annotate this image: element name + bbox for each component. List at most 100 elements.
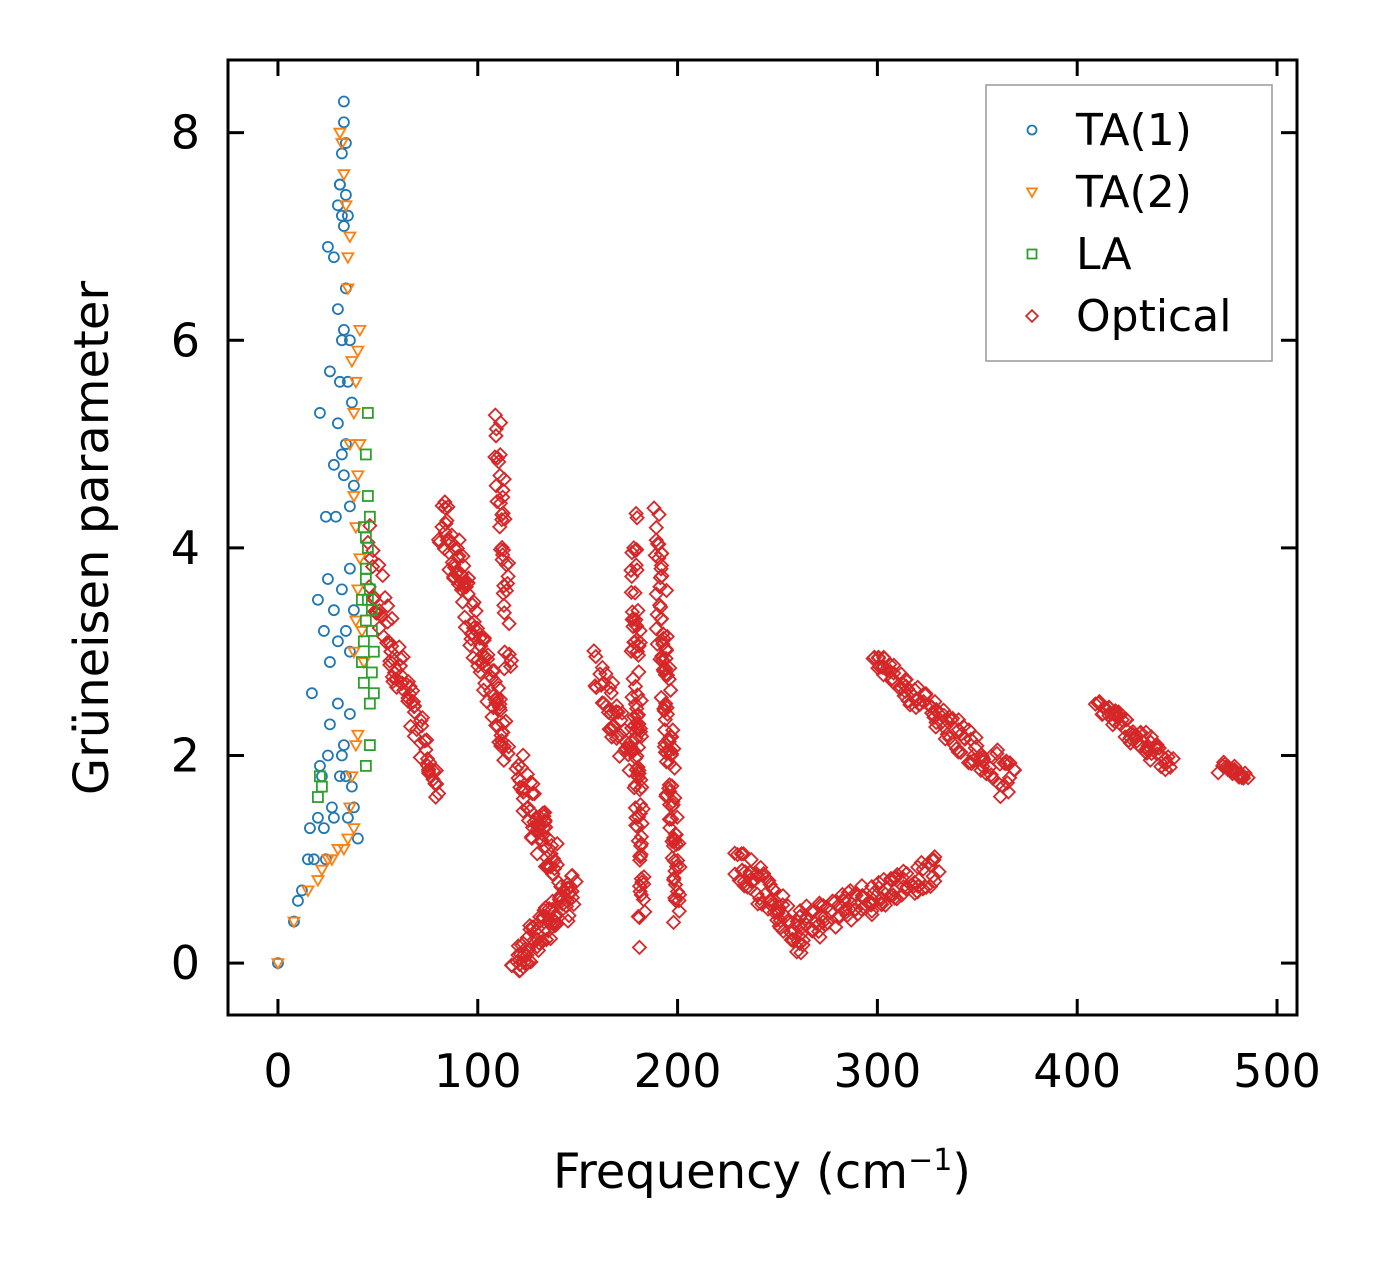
data-point xyxy=(354,626,369,639)
data-point xyxy=(885,674,901,690)
data-point xyxy=(656,701,672,717)
data-point xyxy=(634,874,650,890)
data-point xyxy=(324,718,336,731)
data-point xyxy=(586,643,602,659)
data-point xyxy=(314,864,329,877)
data-point xyxy=(943,712,960,729)
data-point xyxy=(340,252,355,265)
data-point xyxy=(492,696,508,712)
data-point xyxy=(346,491,361,504)
data-point xyxy=(1162,759,1179,776)
series-ta-2- xyxy=(270,127,371,971)
axis-ticks xyxy=(228,60,1297,1015)
data-point xyxy=(496,597,512,614)
data-point xyxy=(381,634,397,650)
data-point xyxy=(350,470,365,483)
data-point xyxy=(793,944,809,961)
legend-label-ta1: TA(1) xyxy=(1075,105,1192,156)
data-point xyxy=(632,849,649,865)
data-point xyxy=(819,915,836,931)
data-point xyxy=(657,711,674,728)
data-point xyxy=(661,777,678,793)
data-point xyxy=(653,610,670,627)
data-point xyxy=(627,542,643,559)
series-optical xyxy=(360,407,1256,979)
data-point xyxy=(664,722,681,738)
data-point xyxy=(520,799,536,816)
data-point xyxy=(931,863,947,880)
data-point xyxy=(501,615,517,632)
data-point xyxy=(608,703,625,720)
data-point xyxy=(308,853,320,866)
data-point xyxy=(795,937,811,953)
data-point xyxy=(1002,755,1018,771)
data-point xyxy=(339,137,352,149)
data-point xyxy=(534,933,551,950)
data-point xyxy=(401,686,418,702)
data-point xyxy=(668,826,685,843)
data-point xyxy=(460,570,477,586)
data-point xyxy=(371,557,387,573)
data-point xyxy=(420,765,437,781)
data-point xyxy=(827,919,844,935)
data-point xyxy=(1006,762,1023,778)
data-point xyxy=(659,706,676,723)
data-point xyxy=(359,448,372,461)
data-point xyxy=(889,890,905,907)
data-point xyxy=(655,630,672,647)
data-point xyxy=(750,868,766,885)
data-point xyxy=(625,611,642,627)
data-point xyxy=(339,438,352,450)
data-point xyxy=(334,138,349,151)
data-point xyxy=(812,929,828,945)
data-point xyxy=(926,849,943,865)
data-point xyxy=(322,573,334,585)
data-point xyxy=(775,887,791,904)
data-point xyxy=(333,375,346,388)
data-point xyxy=(612,727,629,743)
data-point xyxy=(510,757,527,774)
data-point xyxy=(469,620,486,637)
data-point xyxy=(500,738,517,755)
data-point xyxy=(359,573,372,585)
data-point xyxy=(508,760,524,777)
data-point xyxy=(646,500,662,516)
data-point xyxy=(601,721,618,737)
data-point xyxy=(500,555,517,571)
plot-frame xyxy=(226,58,1299,1017)
data-point xyxy=(666,870,682,886)
data-point xyxy=(466,594,482,611)
data-point xyxy=(886,657,902,674)
data-point xyxy=(361,490,374,502)
data-point xyxy=(374,567,391,584)
data-point xyxy=(459,575,476,592)
legend: TA(1) TA(2) LA Optical xyxy=(985,84,1273,362)
data-point xyxy=(633,870,650,887)
data-point xyxy=(955,718,972,735)
data-point xyxy=(663,811,680,827)
data-point xyxy=(657,695,674,712)
data-point xyxy=(332,127,347,140)
data-point xyxy=(270,958,286,971)
data-point xyxy=(662,755,678,772)
data-point xyxy=(601,679,618,696)
data-point xyxy=(451,548,467,564)
data-point xyxy=(324,656,336,668)
data-point xyxy=(817,908,833,925)
legend-marker-la xyxy=(1026,248,1038,260)
y-tick-label: 8 xyxy=(171,106,200,160)
data-point xyxy=(886,890,903,906)
data-point xyxy=(630,765,647,782)
data-point xyxy=(439,512,455,529)
data-point xyxy=(525,776,541,792)
data-point xyxy=(395,649,411,665)
data-point xyxy=(854,877,870,894)
data-point xyxy=(341,811,354,824)
legend-label-optical: Optical xyxy=(1076,291,1231,342)
data-point xyxy=(476,630,493,646)
y-tick-label: 0 xyxy=(171,936,200,990)
data-point xyxy=(666,760,683,776)
data-point xyxy=(418,742,434,758)
data-point xyxy=(671,835,687,852)
data-point xyxy=(911,696,928,713)
